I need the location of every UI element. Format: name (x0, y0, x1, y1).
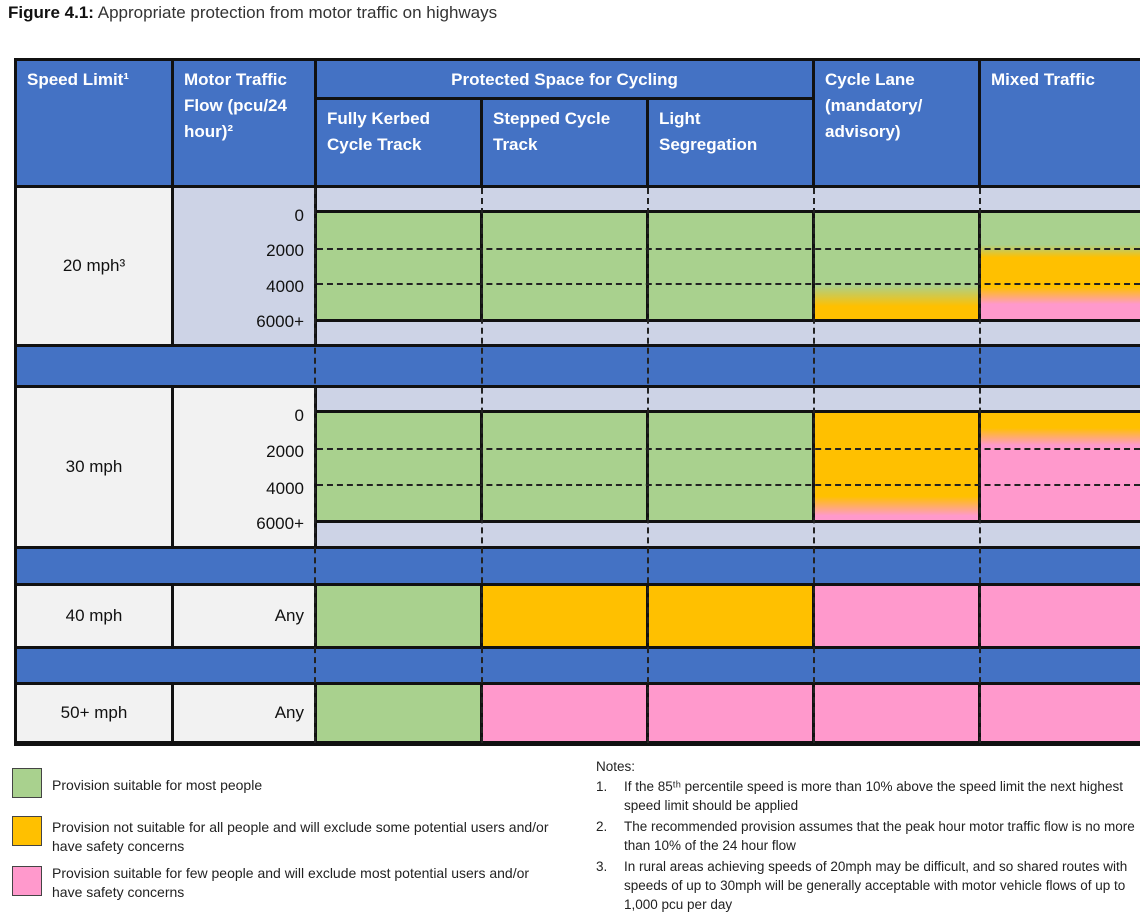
flow-tick-6000: 6000+ (256, 514, 304, 533)
speed-label-40: 40 mph (65, 606, 123, 625)
cell-20-mixed (981, 213, 1140, 319)
cell-30-light (649, 413, 812, 520)
figure-title: Figure 4.1: Appropriate protection from … (8, 3, 497, 23)
flow-line-2000-30 (317, 448, 1140, 450)
flow-line-4000-30 (317, 484, 1140, 486)
column-guide-line (813, 188, 815, 743)
speed-label-50: 50+ mph (60, 703, 128, 722)
notes: Notes: 1. If the 85ᵗʰ percentile speed i… (596, 757, 1140, 917)
note-text: In rural areas achieving speeds of 20mph… (624, 859, 1128, 912)
legend-swatch-orange (12, 816, 42, 846)
flow-tick-2000: 2000 (266, 241, 304, 260)
flow-line-4000-20 (317, 283, 1140, 285)
provision-band-30 (317, 410, 1140, 523)
header-motor-traffic-flow: Motor Traffic Flow (pcu/24 hour)² (174, 61, 314, 185)
flow-tick-4000: 4000 (266, 479, 304, 498)
header-light-segregation: Light Segregation (649, 100, 812, 185)
note-number: 2. (596, 819, 608, 834)
legend: Provision suitable for most people Provi… (12, 768, 572, 908)
cell-50-kerbed (317, 685, 480, 741)
note-text: If the 85ᵗʰ percentile speed is more tha… (624, 779, 1123, 813)
cell-40-cycle-lane (815, 586, 978, 646)
header-mixed-traffic: Mixed Traffic (981, 61, 1140, 185)
cell-50-cycle-lane (815, 685, 978, 741)
speed-cell-30: 30 mph (17, 388, 171, 546)
flow-any-50: Any (274, 703, 304, 722)
note-item: 1. If the 85ᵗʰ percentile speed is more … (596, 777, 1140, 817)
speed-cell-40: 40 mph (17, 586, 171, 646)
header-stepped-track: Stepped Cycle Track (483, 100, 646, 185)
cell-40-light (649, 586, 812, 646)
flow-any-40: Any (274, 606, 304, 625)
cell-50-mixed (981, 685, 1140, 741)
flow-tick-0: 0 (294, 206, 304, 225)
flow-cell-40: Any (174, 586, 314, 646)
note-item: 2. The recommended provision assumes tha… (596, 817, 1140, 857)
row-separator (17, 347, 1140, 385)
cell-20-kerbed (317, 213, 480, 319)
legend-text-green: Provision suitable for most people (52, 777, 263, 793)
cell-40-stepped (483, 586, 646, 646)
protection-table: Speed Limit¹ Motor Traffic Flow (pcu/24 … (14, 58, 1140, 746)
row-separator (17, 649, 1140, 682)
speed-label-20: 20 mph³ (62, 256, 126, 275)
cell-20-light (649, 213, 812, 319)
note-number: 3. (596, 859, 608, 874)
provision-band-20 (317, 210, 1140, 322)
cell-40-mixed (981, 586, 1140, 646)
figure-number: Figure 4.1: (8, 3, 94, 22)
header-protected-space: Protected Space for Cycling (317, 61, 812, 97)
flow-tick-2000: 2000 (266, 442, 304, 461)
provision-area-20 (317, 188, 1140, 344)
figure-caption: Appropriate protection from motor traffi… (97, 3, 498, 22)
cell-50-light (649, 685, 812, 741)
cell-30-mixed (981, 413, 1140, 520)
cell-30-kerbed (317, 413, 480, 520)
legend-text-orange: Provision not suitable for all people an… (52, 819, 549, 854)
header-cycle-lane: Cycle Lane (mandatory/ advisory) (815, 61, 978, 185)
header-fully-kerbed: Fully Kerbed Cycle Track (317, 100, 480, 185)
cell-20-cycle-lane (815, 213, 978, 319)
column-guide-line (647, 188, 649, 743)
flow-tick-4000: 4000 (266, 277, 304, 296)
cell-30-stepped (483, 413, 646, 520)
cell-50-stepped (483, 685, 646, 741)
flow-tick-6000: 6000+ (256, 312, 304, 331)
column-guide-line (979, 188, 981, 743)
provision-area-30 (317, 388, 1140, 546)
note-item: 3. In rural areas achieving speeds of 20… (596, 857, 1140, 915)
row-separator (17, 549, 1140, 583)
speed-label-30: 30 mph (65, 457, 123, 476)
legend-swatch-green (12, 768, 42, 798)
flow-line-2000-20 (317, 248, 1140, 250)
note-number: 1. (596, 779, 608, 794)
column-guide-line (481, 188, 483, 743)
speed-cell-20: 20 mph³ (17, 188, 171, 344)
cell-30-cycle-lane (815, 413, 978, 520)
speed-cell-50: 50+ mph (17, 685, 171, 741)
legend-text-pink: Provision suitable for few people and wi… (52, 865, 530, 900)
flow-cell-50: Any (174, 685, 314, 741)
flow-tick-0: 0 (294, 406, 304, 425)
header-speed-limit: Speed Limit¹ (17, 61, 171, 185)
column-guide-line (314, 188, 316, 743)
flow-cell-30: 0 2000 4000 6000+ (174, 388, 314, 546)
legend-swatch-pink (12, 866, 42, 896)
cell-20-stepped (483, 213, 646, 319)
cell-40-kerbed (317, 586, 480, 646)
notes-heading: Notes: (596, 759, 636, 774)
flow-cell-20: 0 2000 4000 6000+ (174, 188, 314, 344)
note-text: The recommended provision assumes that t… (624, 819, 1135, 853)
